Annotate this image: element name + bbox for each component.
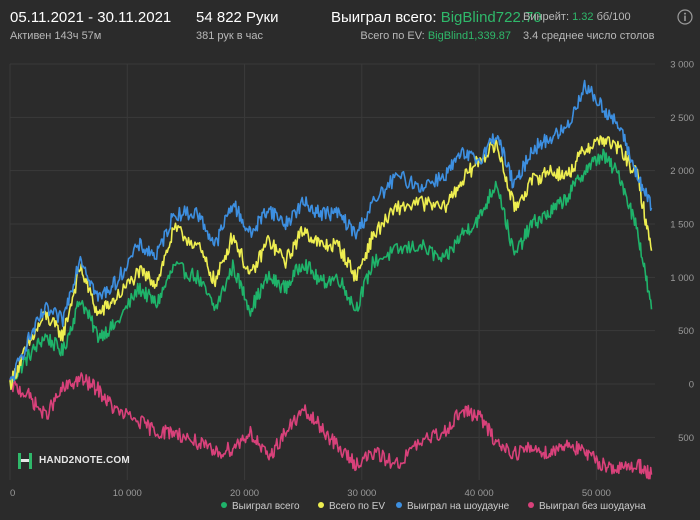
winrate: Винрейт: 1.32 бб/100 — [523, 11, 631, 23]
profit-graph[interactable]: 500 0 500 1 000 1 500 2 000 2 500 3 000 0 10 000 2… — [0, 50, 700, 500]
hands-total: 54 822 Руки — [196, 9, 279, 26]
series-line-2 — [9, 79, 653, 382]
won-total: Выиграл всего: BigBlind722.70 — [331, 9, 542, 26]
y-tick-label: 2 000 — [670, 166, 694, 177]
hands-per-hour: 381 рук в час — [196, 30, 264, 42]
series-line-0 — [9, 148, 653, 388]
y-tick-label: 500 — [678, 433, 694, 444]
x-tick-label: 40 000 — [465, 488, 494, 499]
won-total-value: BigBlind722.70 — [440, 9, 542, 26]
legend-label: Выиграл всего — [232, 501, 300, 512]
legend-label: Выиграл на шоудауне — [407, 501, 510, 512]
x-tick-label: 0 — [10, 488, 15, 499]
x-tick-label: 50 000 — [582, 488, 611, 499]
legend-label: Всего по EV — [329, 501, 386, 512]
stats-header: 05.11.2021 - 30.11.2021 Активен 143ч 57м… — [0, 0, 700, 50]
y-tick-label: 1 000 — [670, 273, 694, 284]
all-in-ev: Всего по EV: BigBlind1,339.87 — [360, 30, 511, 42]
h2n-logo-icon — [18, 453, 32, 469]
logo-text: HAND2NOTE.COM — [39, 455, 130, 466]
series-line-3 — [9, 372, 653, 480]
avg-tables: 3.4 среднее число столов — [523, 30, 655, 42]
winrate-value: 1.32 — [572, 11, 594, 23]
date-range[interactable]: 05.11.2021 - 30.11.2021 — [10, 9, 172, 26]
y-tick-label: 2 500 — [670, 113, 694, 124]
legend-dot — [318, 502, 324, 508]
y-tick-label: 3 000 — [670, 60, 694, 71]
info-icon[interactable] — [677, 9, 693, 25]
legend-dot — [221, 502, 227, 508]
y-tick-label: 1 500 — [670, 220, 694, 231]
x-tick-label: 10 000 — [113, 488, 142, 499]
legend-item-showdown[interactable]: Выиграл на шоудауне — [396, 501, 509, 512]
legend-dot — [396, 502, 402, 508]
legend-item-ev[interactable]: Всего по EV — [318, 501, 385, 512]
winrate-label: Винрейт: — [523, 11, 570, 23]
legend-label: Выиграл без шоудауна — [539, 501, 646, 512]
active-time: Активен 143ч 57м — [10, 30, 102, 42]
legend-item-non-showdown[interactable]: Выиграл без шоудауна — [528, 501, 646, 512]
y-tick-label: 0 — [689, 380, 694, 391]
series-line-1 — [9, 135, 653, 391]
legend-item-won-total[interactable]: Выиграл всего — [221, 501, 300, 512]
x-tick-label: 30 000 — [347, 488, 376, 499]
all-in-ev-label: Всего по EV: — [360, 30, 425, 42]
legend: Выиграл всего Всего по EV Выиграл на шоу… — [0, 501, 700, 517]
y-tick-label: 500 — [678, 326, 694, 337]
all-in-ev-value: BigBlind1,339.87 — [427, 30, 511, 42]
x-tick-label: 20 000 — [230, 488, 259, 499]
won-total-label: Выиграл всего: — [331, 9, 437, 26]
legend-dot — [528, 502, 534, 508]
winrate-unit: бб/100 — [596, 11, 631, 23]
